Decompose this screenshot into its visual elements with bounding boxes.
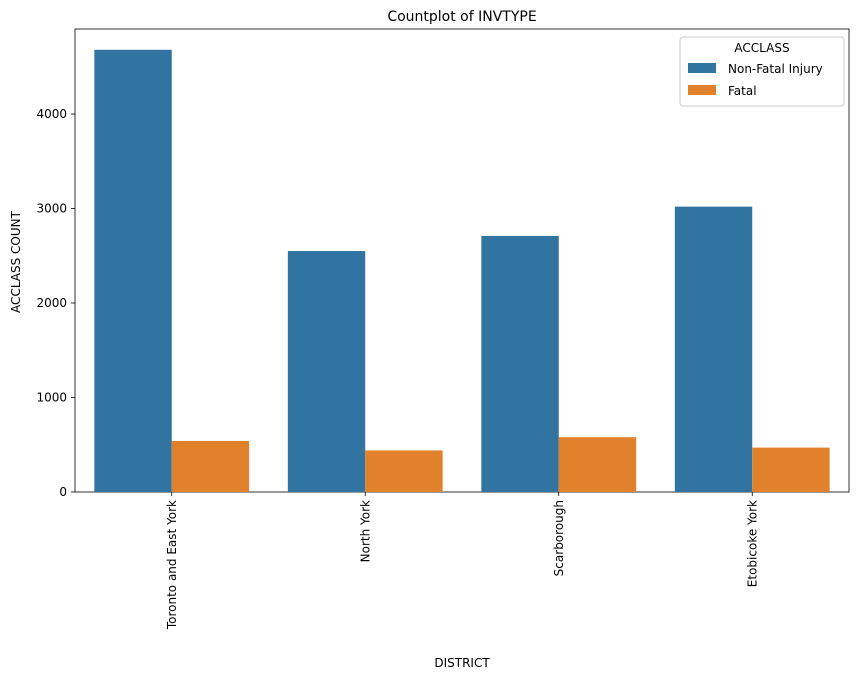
x-tick-label: Toronto and East York	[165, 500, 179, 630]
legend-title: ACCLASS	[734, 41, 789, 55]
x-axis-label: DISTRICT	[434, 656, 490, 670]
y-axis-label: ACCLASS COUNT	[9, 210, 23, 313]
bar-fatal-2	[558, 437, 637, 492]
legend-label: Non-Fatal Injury	[728, 62, 823, 76]
bar-fatal-1	[365, 450, 443, 492]
chart-title: Countplot of INVTYPE	[387, 9, 536, 25]
y-tick-label: 2000	[36, 296, 67, 310]
bar-fatal-3	[752, 447, 830, 492]
bar-non-fatal-injury-0	[94, 49, 172, 493]
legend-label: Fatal	[728, 84, 757, 98]
y-tick-label: 1000	[36, 391, 67, 405]
y-tick-label: 0	[59, 485, 67, 499]
bar-fatal-0	[171, 440, 250, 492]
plot-area	[74, 28, 850, 493]
y-axis: 0 1000 2000 3000 4000	[36, 107, 75, 499]
x-tick-label: North York	[358, 500, 372, 562]
bar-non-fatal-injury-3	[674, 206, 753, 493]
x-tick-label: Etobicoke York	[745, 500, 759, 587]
x-tick-label: Scarborough	[552, 500, 566, 576]
bar-non-fatal-injury-2	[481, 235, 559, 492]
axes-frame	[74, 28, 850, 493]
legend-swatch	[688, 63, 716, 73]
legend: ACCLASS Non-Fatal Injury Fatal	[679, 36, 845, 107]
y-tick-label: 4000	[36, 107, 67, 121]
x-axis: Toronto and East York North York Scarborou…	[165, 492, 759, 630]
legend-box	[679, 36, 845, 107]
bar-non-fatal-injury-1	[287, 251, 366, 492]
y-tick-label: 3000	[36, 202, 67, 216]
bars	[94, 49, 830, 493]
legend-swatch	[688, 85, 716, 95]
